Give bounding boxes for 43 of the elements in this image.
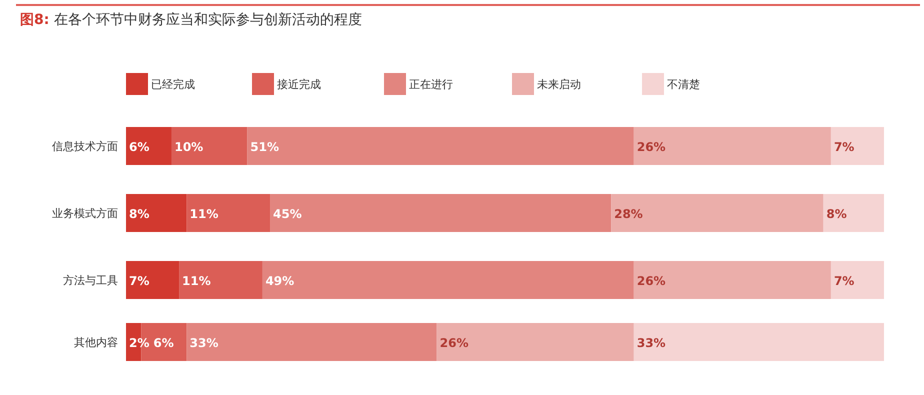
y-tick-label: 方法与工具: [63, 274, 118, 287]
legend-label: 未来启动: [537, 78, 581, 91]
chart-title: 图8: 在各个环节中财务应当和实际参与创新活动的程度: [20, 12, 362, 28]
data-label: 26%: [636, 274, 666, 288]
data-label: 8%: [129, 207, 150, 221]
legend-label: 接近完成: [277, 78, 321, 91]
legend-label: 已经完成: [151, 78, 195, 91]
bar: [171, 127, 248, 165]
y-tick-label: 信息技术方面: [52, 140, 118, 153]
bar: [634, 323, 884, 361]
data-label: 49%: [265, 274, 294, 288]
bar: [247, 127, 634, 165]
data-label: 26%: [440, 336, 469, 350]
data-label: 11%: [182, 274, 211, 288]
data-label: 7%: [834, 140, 854, 154]
bar: [634, 127, 831, 165]
bar: [830, 127, 884, 165]
data-label: 11%: [190, 207, 218, 221]
bar: [186, 323, 437, 361]
data-label: 7%: [129, 274, 150, 288]
data-label: 33%: [190, 336, 218, 350]
data-label: 7%: [834, 274, 854, 288]
legend-label: 正在进行: [409, 78, 453, 91]
y-tick-label: 其他内容: [74, 336, 118, 349]
y-tick-label: 业务模式方面: [52, 207, 118, 220]
bar: [126, 127, 172, 165]
data-label: 6%: [129, 140, 150, 154]
data-label: 8%: [826, 207, 847, 221]
bar: [823, 194, 884, 232]
data-label: 2%: [129, 336, 150, 350]
data-label: 28%: [614, 207, 643, 221]
data-label: 33%: [636, 336, 666, 350]
bar: [270, 194, 612, 232]
bar: [436, 323, 634, 361]
data-label: 45%: [273, 207, 302, 221]
legend-label: 不清楚: [667, 78, 700, 91]
data-label: 10%: [174, 140, 204, 154]
data-label: 51%: [250, 140, 280, 154]
bar: [611, 194, 824, 232]
bar: [126, 194, 187, 232]
bar: [186, 194, 270, 232]
data-label: 6%: [153, 336, 174, 350]
data-label: 26%: [636, 140, 666, 154]
